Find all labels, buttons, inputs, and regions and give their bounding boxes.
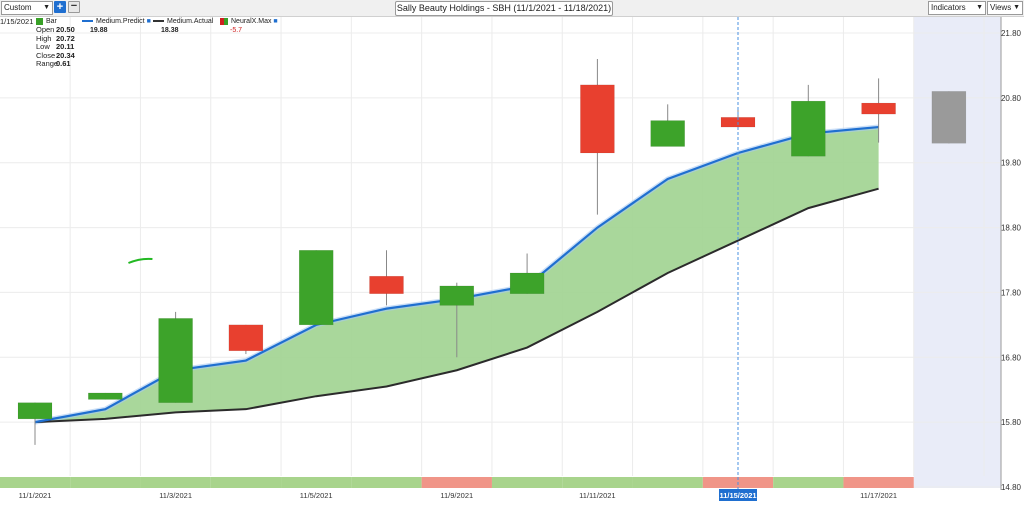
selected-date-bg: [719, 489, 757, 501]
legend-actual: Medium.Actual 18.38: [153, 17, 213, 35]
neural-swatch-icon: [220, 17, 228, 25]
ohlc-value: 20.50: [56, 25, 75, 34]
y-tick-label: 20.80: [1001, 94, 1022, 103]
signal-strip-cell: [843, 477, 914, 488]
views-dropdown[interactable]: Views ▼: [987, 1, 1023, 15]
y-tick-label: 15.80: [1001, 418, 1022, 427]
signal-strip-cell: [70, 477, 141, 488]
chart-title: Sally Beauty Holdings - SBH (11/1/2021 -…: [395, 1, 613, 16]
signal-strip-cell: [421, 477, 492, 488]
x-tick-label: 11/17/2021: [860, 491, 897, 500]
candle-body[interactable]: [298, 250, 334, 326]
ohlc-value: 20.34: [56, 50, 75, 60]
legend-neural-value: -5.7: [230, 27, 243, 34]
indicators-label: Indicators: [931, 3, 966, 12]
signal-strip-cell: [632, 477, 703, 488]
settings-dot-icon[interactable]: ■: [146, 18, 151, 25]
ohlc-readout: Open 20.50 High 20.72 Low 20.11 Close20.34 …: [36, 25, 75, 69]
y-tick-label: 19.80: [1001, 159, 1022, 168]
bar-swatch-icon: [36, 17, 43, 25]
candle-body[interactable]: [17, 402, 53, 420]
chart-toolbar: Custom ▼ + − Sally Beauty Holdings - SBH…: [0, 0, 1024, 17]
legend-predict: Medium.Predict ■ 19.88: [82, 17, 151, 35]
ohlc-key: Low: [36, 42, 50, 51]
ohlc-value: 0.61: [56, 59, 71, 68]
candle-body[interactable]: [861, 102, 896, 115]
x-tick-label: 11/1/2021: [19, 491, 52, 500]
minus-icon[interactable]: −: [68, 1, 80, 13]
signal-strip-cell: [281, 477, 352, 488]
signal-strip-cell: [562, 477, 633, 488]
legend-actual-value: 18.38: [161, 27, 179, 34]
preset-dropdown[interactable]: Custom ▼: [1, 1, 53, 15]
candle-body[interactable]: [228, 324, 264, 352]
ohlc-key: Close: [36, 50, 56, 60]
signal-strip-cell: [351, 477, 422, 488]
ohlc-key: High: [36, 33, 52, 43]
legend-neural: NeuralX.Max ■ -5.7: [220, 17, 278, 35]
candle-body[interactable]: [439, 285, 475, 306]
actual-line: [34, 187, 879, 424]
y-tick-label: 18.80: [1001, 224, 1022, 233]
chevron-down-icon: ▼: [976, 4, 983, 11]
legend-neural-label: NeuralX.Max: [231, 18, 272, 25]
x-tick-label: 11/3/2021: [159, 491, 192, 500]
signal-strip-cell: [0, 477, 71, 488]
y-tick-label: 21.80: [1001, 29, 1022, 38]
candle-body[interactable]: [650, 120, 685, 147]
views-label: Views: [990, 3, 1012, 12]
legend-predict-value: 19.88: [90, 27, 108, 34]
y-tick-label: 16.80: [1001, 353, 1022, 362]
legend-predict-label: Medium.Predict: [96, 18, 145, 25]
plus-icon[interactable]: +: [54, 1, 66, 13]
candle-body[interactable]: [931, 91, 967, 144]
prediction-band: [35, 127, 879, 423]
signal-strip-cell: [491, 477, 563, 488]
signal-strip-cell: [773, 477, 844, 488]
y-tick-label: 17.80: [1001, 288, 1022, 297]
ohlc-key: Open: [36, 25, 55, 34]
candle-body[interactable]: [158, 318, 193, 403]
forecast-region: [913, 17, 1001, 488]
legend-actual-label: Medium.Actual: [167, 18, 214, 25]
signal-strip-cell: [140, 477, 211, 488]
y-tick-label: 14.80: [1001, 483, 1022, 492]
legend-bar-label: Bar: [46, 18, 57, 25]
x-tick-label: 11/9/2021: [440, 491, 473, 500]
signal-strip-cell: [210, 477, 282, 488]
legend-date: 1/15/2021: [0, 17, 34, 26]
candle-body[interactable]: [369, 275, 404, 294]
ohlc-value: 20.72: [56, 33, 75, 43]
settings-dot-icon[interactable]: ■: [273, 18, 278, 25]
x-tick-label: 11/11/2021: [579, 491, 615, 500]
neural-signal-mark: [128, 257, 153, 264]
ohlc-value: 20.11: [56, 42, 75, 51]
x-tick-label: 11/5/2021: [300, 491, 333, 500]
chevron-down-icon: ▼: [1013, 4, 1020, 11]
candle-body[interactable]: [88, 392, 123, 400]
candle-body[interactable]: [580, 84, 615, 154]
legend-bar: Bar: [36, 17, 57, 26]
predict-line-icon: [82, 20, 93, 23]
chevron-down-icon: ▼: [43, 4, 50, 11]
x-tick-label: 11/15/2021: [719, 491, 756, 500]
candle-body[interactable]: [509, 272, 545, 294]
ohlc-key: Range: [36, 59, 59, 68]
candle-body[interactable]: [791, 100, 826, 157]
preset-label: Custom: [4, 3, 32, 12]
actual-line-icon: [153, 20, 164, 23]
indicators-dropdown[interactable]: Indicators ▼: [928, 1, 986, 15]
